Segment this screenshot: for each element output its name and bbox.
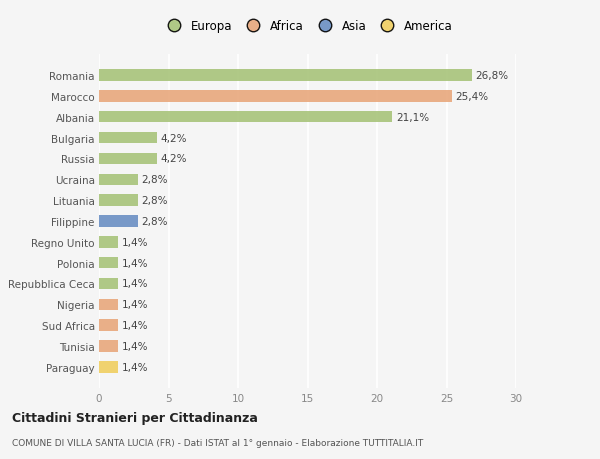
Bar (99, 341, 118, 352)
Text: COMUNE DI VILLA SANTA LUCIA (FR) - Dati ISTAT al 1° gennaio - Elaborazione TUTTI: COMUNE DI VILLA SANTA LUCIA (FR) - Dati … (12, 438, 423, 448)
Text: 2,8%: 2,8% (142, 175, 168, 185)
Bar (99, 361, 118, 373)
Bar (99, 216, 138, 227)
Text: 1,4%: 1,4% (122, 341, 148, 351)
Bar (99, 278, 118, 290)
Text: 25,4%: 25,4% (455, 92, 488, 102)
Text: 1,4%: 1,4% (122, 320, 148, 330)
Text: 21,1%: 21,1% (396, 112, 429, 123)
Text: 1,4%: 1,4% (122, 362, 148, 372)
Bar (99, 236, 118, 248)
Legend: Europa, Africa, Asia, America: Europa, Africa, Asia, America (160, 18, 455, 35)
Text: Cittadini Stranieri per Cittadinanza: Cittadini Stranieri per Cittadinanza (12, 412, 258, 425)
Text: 2,8%: 2,8% (142, 217, 168, 226)
Bar (99, 133, 157, 144)
Text: 1,4%: 1,4% (122, 300, 148, 310)
Bar (99, 195, 138, 207)
Text: 2,8%: 2,8% (142, 196, 168, 206)
Text: 4,2%: 4,2% (161, 133, 187, 143)
Bar (99, 299, 118, 310)
Text: 1,4%: 1,4% (122, 258, 148, 268)
Bar (99, 91, 452, 102)
Bar (99, 174, 138, 185)
Bar (99, 320, 118, 331)
Bar (99, 112, 392, 123)
Bar (99, 70, 472, 82)
Bar (99, 153, 157, 165)
Text: 4,2%: 4,2% (161, 154, 187, 164)
Bar (99, 257, 118, 269)
Text: 26,8%: 26,8% (475, 71, 508, 81)
Text: 1,4%: 1,4% (122, 279, 148, 289)
Text: 1,4%: 1,4% (122, 237, 148, 247)
